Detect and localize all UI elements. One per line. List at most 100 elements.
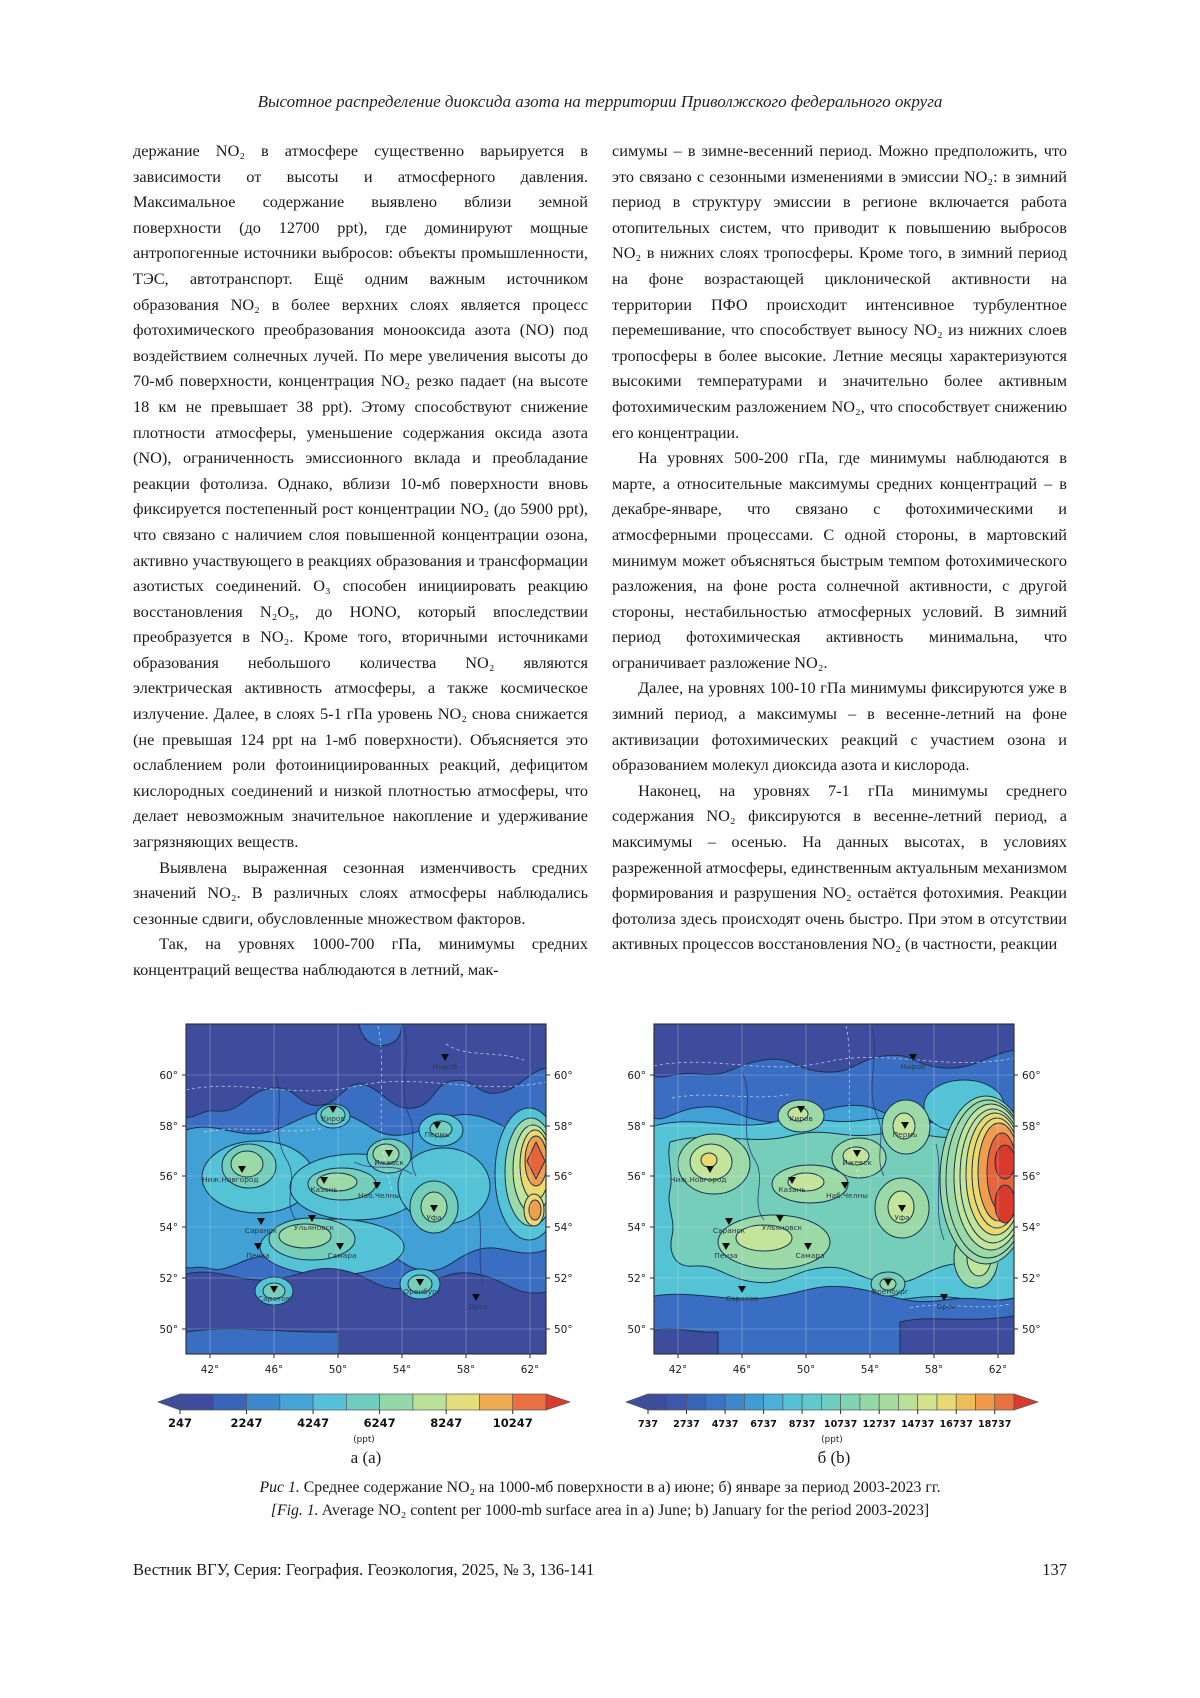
lat-tick-label: 60° <box>627 1070 646 1082</box>
city-marker-icon <box>841 1182 849 1189</box>
lat-tick-label: 52° <box>159 1273 178 1285</box>
colorbar-tick-label: 2247 <box>230 1416 262 1430</box>
city-marker-icon <box>725 1218 733 1225</box>
city-label: Казань <box>778 1185 805 1194</box>
paragraph: симумы – в зимне-весенний период. Можно … <box>612 141 1067 442</box>
city-marker-icon <box>238 1166 246 1173</box>
lat-tick-label: 60° <box>159 1070 178 1082</box>
city-label: Пенза <box>714 1251 737 1260</box>
colorbar-tick-label: 8737 <box>789 1419 816 1430</box>
lat-tick-label: 52° <box>1022 1273 1041 1285</box>
colorbar-b-ticks: 737 2737 4737 6737 8737 10737 12737 1473… <box>638 1419 1011 1430</box>
city-marker-icon <box>416 1279 424 1286</box>
figure-caption-ru-text: Среднее содержание NO₂ на 1000-мб поверх… <box>299 1479 941 1496</box>
lon-tick-label: 62° <box>989 1364 1008 1376</box>
lat-tick-label: 54° <box>1022 1222 1041 1234</box>
city-label: Саратов <box>258 1294 290 1303</box>
colorbar-tick-label: 12737 <box>863 1419 896 1430</box>
axis-tick-marks <box>650 1074 1018 1358</box>
colorbar-tick-label: 8247 <box>430 1416 462 1430</box>
lon-tick-label: 46° <box>733 1364 752 1376</box>
city-marker-icon <box>320 1177 328 1184</box>
figure-caption-en-text: Average NO₂ content per 1000-mb surface … <box>318 1502 930 1519</box>
lon-tick-label: 42° <box>201 1364 220 1376</box>
city-marker-icon <box>254 1243 262 1250</box>
city-marker-icon <box>738 1286 746 1293</box>
footer-journal: Вестник ВГУ, Серия: География. Геоэколог… <box>133 1560 595 1579</box>
lon-axis-labels: 42° 46° 50° 54° 58° 62° <box>669 1364 1008 1376</box>
city-label: Наб.Челны <box>826 1191 868 1200</box>
lat-tick-label: 54° <box>627 1222 646 1234</box>
panel-b-label: б (b) <box>817 1448 851 1467</box>
paragraph: Наконец, на уровнях 7-1 гПа минимумы сре… <box>612 780 1067 954</box>
city-marker-icon <box>430 1205 438 1212</box>
colorbar-tick-label: 6737 <box>750 1419 777 1430</box>
lat-tick-label: 60° <box>554 1070 573 1082</box>
city-label: Ульяновск <box>294 1223 335 1232</box>
lat-tick-label: 52° <box>627 1273 646 1285</box>
city-marker-icon <box>884 1279 892 1286</box>
city-marker-icon <box>788 1177 796 1184</box>
figure-1: Ныроб Киров Пермь Ниж.Новгород Ижевск Ка… <box>0 1014 1200 1468</box>
city-marker-icon <box>308 1215 316 1222</box>
colorbar-tick-label: 737 <box>638 1419 658 1430</box>
figure-caption-en: [Fig. 1. Average NO₂ content per 1000-mb… <box>0 1499 1200 1522</box>
figure-caption-ru-label: Рис 1. <box>259 1479 300 1496</box>
lat-tick-label: 52° <box>554 1273 573 1285</box>
city-label: Уфа <box>894 1213 909 1222</box>
lat-tick-label: 50° <box>159 1324 178 1336</box>
lat-tick-label: 54° <box>554 1222 573 1234</box>
lat-axis-labels: 60° 58° 56° 54° 52° 50° 60° 58° 56° 54° … <box>159 1070 572 1336</box>
running-head-title: Высотное распределение диоксида азота на… <box>257 92 943 111</box>
lon-tick-label: 58° <box>457 1364 476 1376</box>
city-labels: Ныроб Киров Пермь Ниж.Новгород Ижевск Ка… <box>670 1062 956 1311</box>
city-marker-icon <box>776 1215 784 1222</box>
page-footer: Вестник ВГУ, Серия: География. Геоэколог… <box>133 1560 1067 1580</box>
lon-tick-label: 50° <box>797 1364 816 1376</box>
colorbar-tick-label: 4737 <box>712 1419 739 1430</box>
city-label: Самара <box>327 1251 356 1260</box>
lat-tick-label: 58° <box>1022 1121 1041 1133</box>
city-label: Орск <box>468 1302 488 1311</box>
axis-tick-marks <box>182 1074 550 1358</box>
city-marker-icon <box>270 1286 278 1293</box>
colorbar-tick-label: 247 <box>168 1416 192 1430</box>
city-marker-icon <box>329 1106 337 1113</box>
city-label: Оренбург <box>403 1287 441 1296</box>
city-label: Ульяновск <box>762 1223 803 1232</box>
right-column: симумы – в зимне-весенний период. Можно … <box>612 138 1067 1006</box>
city-marker-icon <box>940 1294 948 1301</box>
lat-tick-label: 56° <box>554 1171 573 1183</box>
map-panel-a: Ныроб Киров Пермь Ниж.Новгород Ижевск Ка… <box>146 1014 586 1468</box>
city-label: Ниж.Новгород <box>202 1175 259 1184</box>
city-label: Киров <box>321 1114 345 1123</box>
city-label: Пермь <box>893 1130 918 1139</box>
colorbar-unit: (ppt) <box>353 1435 374 1445</box>
lon-tick-label: 46° <box>265 1364 284 1376</box>
colorbar-tick-label: 10737 <box>824 1419 857 1430</box>
lat-tick-label: 60° <box>1022 1070 1041 1082</box>
city-marker-icon <box>336 1243 344 1250</box>
paragraph: Далее, на уровнях 100-10 гПа минимумы фи… <box>612 678 1067 775</box>
figure-caption-en-label: [Fig. 1. <box>270 1502 319 1519</box>
colorbar-tick-label: 10247 <box>493 1416 533 1430</box>
lon-tick-label: 42° <box>669 1364 688 1376</box>
panel-a-label: а (a) <box>350 1448 382 1467</box>
city-label: Саранск <box>713 1226 746 1235</box>
city-labels: Ныроб Киров Пермь Ниж.Новгород Ижевск Ка… <box>202 1062 488 1311</box>
colorbar-tick-label: 14737 <box>901 1419 934 1430</box>
lat-tick-label: 56° <box>627 1171 646 1183</box>
city-label: Саранск <box>245 1226 278 1235</box>
city-marker-icon <box>853 1150 861 1157</box>
colorbar-tick-label: 18737 <box>978 1419 1011 1430</box>
city-marker-icon <box>722 1243 730 1250</box>
city-label: Ниж.Новгород <box>670 1175 727 1184</box>
article-body: держание NO₂ в атмосфере существенно вар… <box>133 138 1067 1006</box>
city-label: Пермь <box>425 1130 450 1139</box>
colorbar-tick-label: 4247 <box>297 1416 329 1430</box>
colorbar-tick-label: 6247 <box>364 1416 396 1430</box>
lon-tick-label: 62° <box>521 1364 540 1376</box>
city-markers <box>238 1054 480 1301</box>
figure-caption: Рис 1. Среднее содержание NO₂ на 1000-мб… <box>0 1476 1200 1522</box>
